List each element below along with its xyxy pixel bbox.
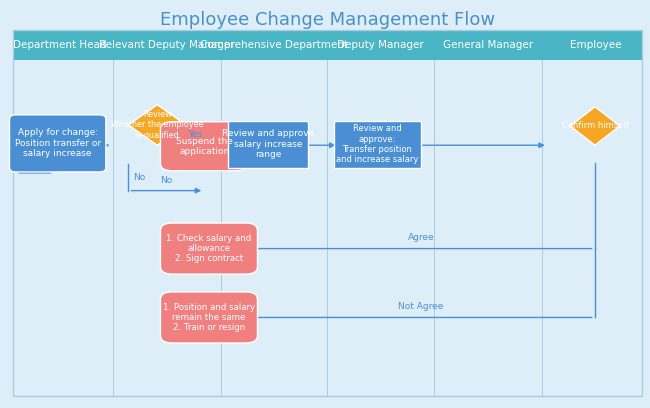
Text: Department Head: Department Head	[13, 40, 107, 50]
Polygon shape	[128, 105, 186, 145]
Text: Yes: Yes	[188, 130, 203, 139]
Text: Deputy Manager: Deputy Manager	[337, 40, 424, 50]
FancyBboxPatch shape	[161, 122, 248, 171]
Text: 1. Position and salary
remain the same
2. Train or resign: 1. Position and salary remain the same 2…	[163, 303, 255, 333]
Text: Suspend the
application: Suspend the application	[176, 137, 233, 156]
FancyBboxPatch shape	[17, 162, 53, 174]
Text: Review and approve
salary increase
range: Review and approve salary increase range	[222, 129, 314, 159]
Text: Confirm himself: Confirm himself	[562, 122, 629, 131]
Text: Agree: Agree	[408, 233, 434, 242]
Text: Review and
approve:
Transfer position
and increase salary: Review and approve: Transfer position an…	[336, 124, 419, 164]
Text: Employee Change Management Flow: Employee Change Management Flow	[160, 11, 495, 29]
Text: Comprehensive Department: Comprehensive Department	[200, 40, 348, 50]
Text: Review
Whether the employee
is qualified: Review Whether the employee is qualified	[111, 110, 203, 140]
Polygon shape	[570, 107, 619, 145]
FancyBboxPatch shape	[161, 292, 257, 343]
Text: Apply for change:
Position transfer or
salary increase: Apply for change: Position transfer or s…	[15, 128, 101, 158]
Text: No: No	[160, 175, 172, 184]
FancyBboxPatch shape	[334, 121, 421, 168]
FancyBboxPatch shape	[13, 30, 642, 60]
Text: No: No	[133, 173, 146, 182]
FancyBboxPatch shape	[161, 223, 257, 274]
Text: Not Agree: Not Agree	[398, 302, 443, 311]
Text: General Manager: General Manager	[443, 40, 533, 50]
FancyBboxPatch shape	[228, 121, 308, 168]
Text: 1. Check salary and
allowance
2. Sign contract: 1. Check salary and allowance 2. Sign co…	[166, 234, 252, 264]
Text: Relevant Deputy Manager: Relevant Deputy Manager	[99, 40, 235, 50]
Text: Employee: Employee	[569, 40, 621, 50]
FancyBboxPatch shape	[10, 115, 106, 172]
